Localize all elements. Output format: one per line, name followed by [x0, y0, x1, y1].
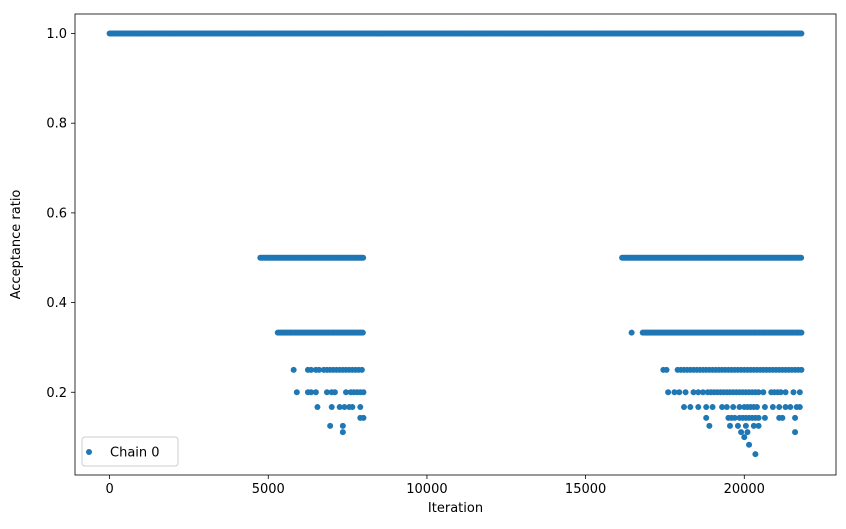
data-point: [339, 422, 346, 429]
data-point: [331, 389, 338, 396]
legend-box: [81, 436, 179, 467]
data-point: [782, 404, 789, 411]
data-point: [738, 429, 745, 436]
data-point: [663, 366, 670, 373]
data-point: [792, 414, 799, 421]
data-point: [798, 366, 805, 373]
data-point: [357, 404, 364, 411]
data-point: [796, 404, 803, 411]
x-axis-label: Iteration: [428, 501, 483, 516]
y-tick-label: 0.8: [46, 117, 67, 132]
data-point: [741, 434, 748, 441]
data-point: [779, 414, 786, 421]
data-point: [755, 389, 762, 396]
data-point: [792, 429, 799, 436]
x-tick-label: 0: [105, 482, 113, 497]
data-point: [328, 404, 335, 411]
data-points: [106, 30, 805, 458]
data-point: [358, 366, 365, 373]
data-point: [343, 389, 350, 396]
data-point: [336, 404, 343, 411]
data-point: [314, 404, 321, 411]
legend-label: Chain 0: [110, 446, 160, 461]
data-point: [730, 404, 737, 411]
data-point: [760, 389, 767, 396]
data-point: [360, 414, 367, 421]
data-point: [769, 404, 776, 411]
y-axis-ticks: 0.2 0.4 0.6 0.8 1.0: [46, 27, 75, 401]
y-tick-label: 1.0: [46, 27, 67, 42]
data-point: [752, 451, 759, 458]
data-point: [290, 366, 297, 373]
plot-area-frame: [74, 13, 837, 476]
data-point: [761, 414, 768, 421]
data-point: [706, 422, 713, 429]
data-point: [360, 254, 367, 261]
data-point: [777, 389, 784, 396]
x-tick-label: 15000: [565, 482, 606, 497]
data-point: [790, 389, 797, 396]
data-point: [796, 389, 803, 396]
y-tick-label: 0.6: [46, 206, 67, 221]
data-point: [293, 389, 300, 396]
data-point: [312, 389, 319, 396]
x-tick-label: 5000: [252, 482, 285, 497]
data-point: [709, 404, 716, 411]
data-point: [753, 404, 760, 411]
data-point: [734, 422, 741, 429]
data-point: [671, 389, 678, 396]
data-point: [798, 30, 805, 37]
data-point: [746, 441, 753, 448]
data-point: [776, 404, 783, 411]
data-point: [703, 414, 710, 421]
data-point: [723, 404, 730, 411]
data-point: [687, 404, 694, 411]
data-point: [787, 404, 794, 411]
data-point: [341, 404, 348, 411]
data-point: [349, 404, 356, 411]
data-point: [719, 404, 726, 411]
data-point: [308, 366, 315, 373]
data-point: [755, 414, 762, 421]
data-point: [798, 254, 805, 261]
data-point: [703, 404, 710, 411]
data-point: [750, 422, 757, 429]
legend: Chain 0: [81, 436, 179, 467]
data-point: [742, 422, 749, 429]
data-point: [761, 404, 768, 411]
data-point: [727, 422, 734, 429]
data-point: [695, 404, 702, 411]
data-point: [360, 389, 367, 396]
data-point: [798, 329, 805, 336]
data-point: [339, 429, 346, 436]
y-axis-label: Acceptance ratio: [9, 190, 24, 300]
data-point: [628, 329, 635, 336]
data-point: [744, 429, 751, 436]
x-axis-ticks: 0 5000 10000 15000 20000: [105, 475, 765, 497]
data-point: [682, 389, 689, 396]
data-point: [316, 366, 323, 373]
data-point: [327, 422, 334, 429]
data-point: [308, 389, 315, 396]
data-point: [755, 422, 762, 429]
data-point: [690, 389, 697, 396]
data-point: [736, 404, 743, 411]
data-point: [665, 389, 672, 396]
data-point: [323, 389, 330, 396]
data-point: [695, 389, 702, 396]
x-tick-label: 20000: [724, 482, 765, 497]
x-tick-label: 10000: [406, 482, 447, 497]
data-point: [676, 389, 683, 396]
data-point: [731, 414, 738, 421]
data-point: [680, 404, 687, 411]
y-tick-label: 0.2: [46, 386, 67, 401]
data-point: [359, 329, 366, 336]
y-tick-label: 0.4: [46, 296, 67, 311]
data-point: [700, 389, 707, 396]
legend-marker: [86, 449, 92, 455]
data-point: [782, 389, 789, 396]
